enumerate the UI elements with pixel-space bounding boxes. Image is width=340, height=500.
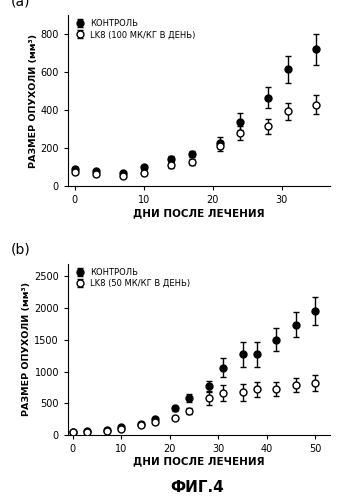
Text: ФИГ.4: ФИГ.4 xyxy=(170,480,224,495)
Y-axis label: РАЗМЕР ОПУХОЛИ (мм³): РАЗМЕР ОПУХОЛИ (мм³) xyxy=(22,282,31,416)
Y-axis label: РАЗМЕР ОПУХОЛИ (мм³): РАЗМЕР ОПУХОЛИ (мм³) xyxy=(29,34,38,168)
Legend: КОНТРОЛЬ, LK8 (50 МК/КГ В ДЕНЬ): КОНТРОЛЬ, LK8 (50 МК/КГ В ДЕНЬ) xyxy=(70,266,191,289)
Text: (b): (b) xyxy=(11,242,30,256)
Legend: КОНТРОЛЬ, LK8 (100 МК/КГ В ДЕНЬ): КОНТРОЛЬ, LK8 (100 МК/КГ В ДЕНЬ) xyxy=(70,18,197,41)
Text: (a): (a) xyxy=(11,0,30,8)
X-axis label: ДНИ ПОСЛЕ ЛЕЧЕНИЯ: ДНИ ПОСЛЕ ЛЕЧЕНИЯ xyxy=(133,457,265,467)
X-axis label: ДНИ ПОСЛЕ ЛЕЧЕНИЯ: ДНИ ПОСЛЕ ЛЕЧЕНИЯ xyxy=(133,208,265,218)
